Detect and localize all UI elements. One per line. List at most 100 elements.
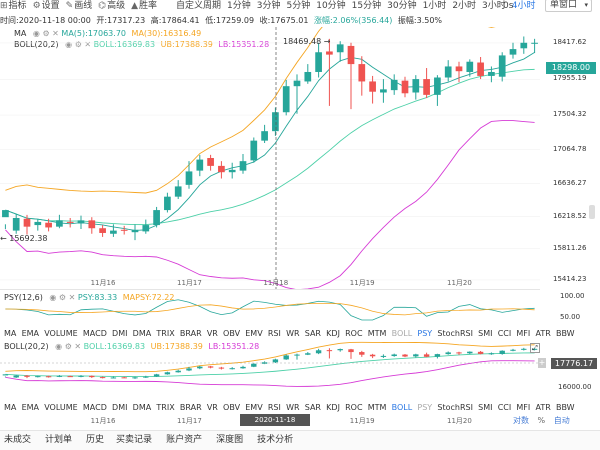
period-tab[interactable]: 30分钟 xyxy=(387,1,417,11)
indicator-tab[interactable]: MFI xyxy=(516,403,531,412)
settings-icon[interactable]: ⚙ xyxy=(74,40,82,49)
indicator-tab[interactable]: SMI xyxy=(478,403,493,412)
indicator-tab[interactable]: DMA xyxy=(132,329,152,338)
indicator-tab[interactable]: DMI xyxy=(112,329,128,338)
indicator-tab[interactable]: VR xyxy=(206,403,218,412)
indicator-tab[interactable]: BBW xyxy=(555,403,575,412)
indicator-tab[interactable]: StochRSI xyxy=(437,403,473,412)
indicator-tab[interactable]: PSY xyxy=(417,329,433,338)
candle xyxy=(174,180,182,200)
indicator-tab[interactable]: SAR xyxy=(304,403,321,412)
indicator-tab[interactable]: VOLUME xyxy=(44,329,78,338)
percent-scale-button[interactable]: % xyxy=(537,416,546,425)
indicator-tab[interactable]: EMV xyxy=(245,329,263,338)
settings-icon[interactable]: ⚙ xyxy=(42,29,50,38)
indicator-tab[interactable]: OBV xyxy=(223,329,241,338)
period-tab[interactable]: 4小时 xyxy=(511,1,536,11)
auto-scale-button[interactable]: 自动 xyxy=(553,416,570,425)
tool-indicator-button[interactable]: ⊞指标 xyxy=(0,0,27,12)
indicator-tab[interactable]: MTM xyxy=(367,403,387,412)
indicator-tab[interactable]: MA xyxy=(4,403,17,412)
indicator-tab[interactable]: OBV xyxy=(223,403,241,412)
period-tab[interactable]: 3小时 xyxy=(482,1,506,11)
scroll-handle[interactable] xyxy=(589,205,595,219)
indicator-tab[interactable]: MTM xyxy=(367,329,387,338)
indicator-tab[interactable]: WR xyxy=(286,403,300,412)
eye-icon[interactable]: ◉ xyxy=(55,342,63,351)
close-icon[interactable]: ✕ xyxy=(68,293,76,302)
eye-icon[interactable]: ◉ xyxy=(32,29,40,38)
indicator-tab[interactable]: DMI xyxy=(112,403,128,412)
candle xyxy=(510,348,516,352)
bottom-tab[interactable]: 买卖记录 xyxy=(116,435,153,445)
period-tab[interactable]: 3分钟 xyxy=(256,1,281,11)
close-icon[interactable]: ✕ xyxy=(74,342,82,351)
psy-chart[interactable] xyxy=(0,290,540,324)
indicator-tab[interactable]: SAR xyxy=(304,329,321,338)
indicator-tab[interactable]: StochRSI xyxy=(437,329,473,338)
bottom-tab[interactable]: 计划单 xyxy=(45,435,73,445)
indicator-tab[interactable]: BRAR xyxy=(179,329,202,338)
indicator-tab[interactable]: ATR xyxy=(535,329,551,338)
indicator-tab[interactable]: MFI xyxy=(516,329,531,338)
sub-add-button[interactable]: + xyxy=(538,358,546,368)
indicator-tab[interactable]: RSI xyxy=(267,403,281,412)
indicator-tab[interactable]: BOLL xyxy=(391,403,413,412)
indicator-tab[interactable]: VOLUME xyxy=(44,403,78,412)
bottom-tab[interactable]: 未成交 xyxy=(4,435,32,445)
indicator-tab[interactable]: BBW xyxy=(555,329,575,338)
indicator-tab[interactable]: SMI xyxy=(478,329,493,338)
indicator-tab[interactable]: ROC xyxy=(345,403,363,412)
tool-draw-line-button[interactable]: ✎画线 xyxy=(66,0,93,12)
indicator-tab[interactable]: TRIX xyxy=(156,403,175,412)
indicator-tab[interactable]: RSI xyxy=(267,329,281,338)
bottom-tab[interactable]: 账户资产 xyxy=(166,435,203,445)
settings-icon[interactable]: ⚙ xyxy=(58,293,67,302)
close-icon[interactable]: ✕ xyxy=(84,40,92,49)
bottom-tab[interactable]: 历史 xyxy=(86,435,105,445)
sub-boll-chart[interactable] xyxy=(0,340,540,400)
settings-icon[interactable]: ⚙ xyxy=(64,342,72,351)
indicator-tab[interactable]: BRAR xyxy=(179,403,202,412)
tool-label: 设置 xyxy=(41,1,60,11)
indicator-tab[interactable]: CCI xyxy=(497,403,512,412)
eye-icon[interactable]: ◉ xyxy=(49,293,57,302)
period-tab[interactable]: 5分钟 xyxy=(286,1,311,11)
log-scale-button[interactable]: 对数 xyxy=(513,416,529,425)
period-tab[interactable]: 自定义周期 xyxy=(176,1,222,11)
close-icon[interactable]: ✕ xyxy=(52,29,59,38)
period-tab[interactable]: 2小时 xyxy=(452,1,477,11)
indicator-tab[interactable]: EMA xyxy=(21,329,39,338)
indicator-tab[interactable]: CCI xyxy=(497,329,512,338)
indicator-tab[interactable]: MACD xyxy=(82,329,107,338)
period-tab[interactable]: 15分钟 xyxy=(351,1,382,11)
indicator-tab[interactable]: MA xyxy=(4,329,17,338)
indicator-tab[interactable]: WR xyxy=(286,329,300,338)
bottom-tab[interactable]: 技术分析 xyxy=(257,435,294,445)
zero-s-label[interactable]: 0s xyxy=(503,1,514,11)
indicator-tab[interactable]: DMA xyxy=(132,403,152,412)
indicator-tab[interactable]: TRIX xyxy=(156,329,175,338)
indicator-tab[interactable]: BOLL xyxy=(391,329,413,338)
indicator-tab[interactable]: KDJ xyxy=(326,403,340,412)
tool-rise-button[interactable]: ▲胜率 xyxy=(131,0,157,12)
indicator-tab[interactable]: EMV xyxy=(245,403,263,412)
period-tab[interactable]: 1小时 xyxy=(422,1,447,11)
period-tab[interactable]: 1分钟 xyxy=(227,1,251,11)
indicator-tab[interactable]: VR xyxy=(206,329,218,338)
tool-settings-button[interactable]: ⚙设置 xyxy=(33,0,60,12)
chart-mode-select[interactable]: 单窗口 ▾ xyxy=(545,0,593,12)
indicator-tab[interactable]: ROC xyxy=(345,329,363,338)
indicator-tab[interactable]: MACD xyxy=(82,403,107,412)
y-axis-tick: 16218.52 xyxy=(553,211,587,220)
eye-icon[interactable]: ◉ xyxy=(65,40,73,49)
indicator-tab[interactable]: ATR xyxy=(535,403,551,412)
tool-hi-res-button[interactable]: ⌬高级 xyxy=(98,0,125,12)
indicator-tab[interactable]: PSY xyxy=(417,403,433,412)
indicator-tab[interactable]: KDJ xyxy=(326,329,340,338)
indicator-tab[interactable]: EMA xyxy=(21,403,39,412)
sub-expand-button[interactable]: ⤢ xyxy=(530,343,540,353)
price-chart[interactable] xyxy=(0,27,600,289)
bottom-tab[interactable]: 深度图 xyxy=(216,435,244,445)
period-tab[interactable]: 10分钟 xyxy=(316,1,346,11)
